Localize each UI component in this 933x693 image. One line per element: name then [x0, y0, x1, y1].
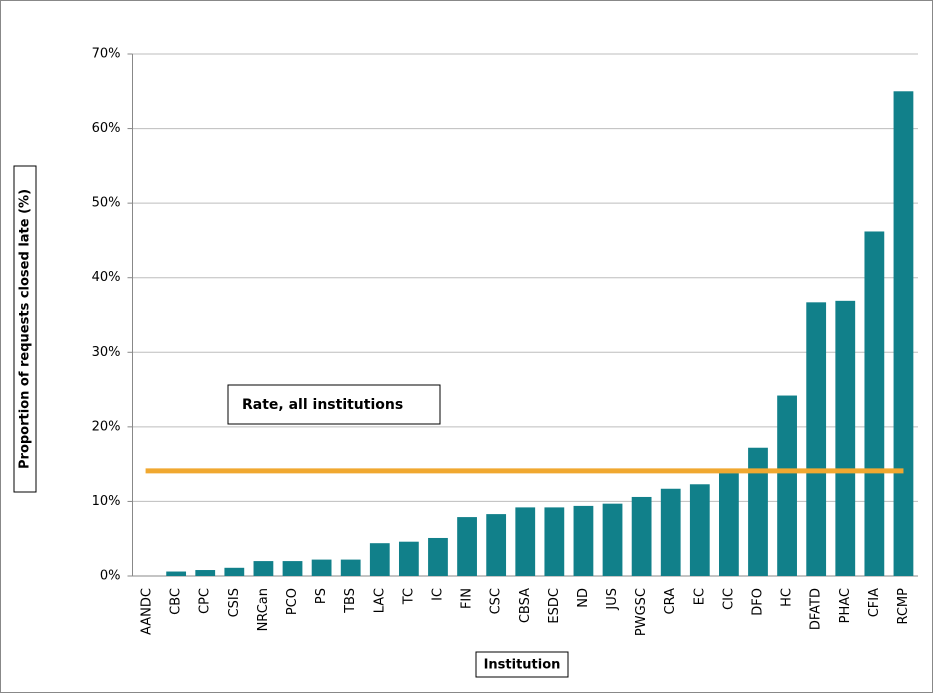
annotation-box — [227, 384, 441, 425]
x-tick-label: DFATD — [809, 588, 824, 630]
x-axis-title: Institution — [484, 658, 561, 673]
bar — [660, 488, 681, 576]
y-axis-title: Proportion of requests closed late (%) — [18, 189, 33, 469]
x-tick-label: AANDC — [140, 588, 155, 635]
y-tick-label: 50% — [92, 196, 121, 211]
bar — [253, 561, 274, 576]
x-tick-label: TBS — [343, 588, 358, 614]
bar — [719, 473, 739, 576]
x-tick-label: PS — [314, 588, 329, 604]
bar — [806, 302, 827, 576]
bar — [602, 503, 623, 576]
x-tick-label: PCO — [285, 588, 300, 615]
bar — [835, 300, 856, 576]
x-tick-label: EC — [692, 588, 707, 605]
bar — [398, 541, 419, 576]
x-tick-label: CIC — [721, 588, 736, 610]
x-tick-label: LAC — [372, 588, 387, 613]
bar — [748, 447, 768, 576]
bar — [544, 507, 565, 576]
x-tick-label: CFIA — [867, 588, 882, 617]
bar — [631, 496, 652, 576]
bar — [486, 514, 507, 576]
bar — [224, 567, 245, 576]
bar — [195, 570, 216, 576]
bar — [340, 559, 361, 576]
y-tick-label: 0% — [100, 569, 121, 584]
y-tick-label: 30% — [92, 345, 121, 360]
x-tick-label: PHAC — [838, 588, 853, 623]
annotation: Rate, all institutions — [242, 397, 403, 413]
bar — [166, 571, 187, 576]
y-tick-label: 10% — [92, 494, 121, 509]
x-tick-label: ND — [576, 588, 591, 608]
bar — [457, 517, 477, 576]
x-tick-label: CBC — [169, 588, 184, 615]
bar — [893, 91, 914, 577]
y-tick-label: 60% — [92, 121, 121, 136]
x-tick-label: NRCan — [256, 588, 271, 631]
x-tick-label: JUS — [605, 588, 620, 611]
x-tick-label: TC — [401, 588, 416, 605]
x-tick-label: CBSA — [518, 588, 533, 623]
y-tick-label: 40% — [92, 270, 121, 285]
bar — [282, 561, 303, 576]
x-tick-label: CSIS — [227, 588, 242, 617]
y-title-box — [13, 165, 37, 493]
x-tick-label: FIN — [460, 588, 475, 609]
x-tick-label: CSC — [489, 588, 504, 614]
bar — [428, 537, 448, 576]
bar — [573, 505, 594, 576]
bar — [689, 484, 710, 576]
x-tick-label: CPC — [198, 588, 213, 614]
x-tick-label: RCMP — [896, 588, 911, 625]
x-tick-label: IC — [430, 588, 445, 601]
y-tick-label: 70% — [92, 47, 121, 62]
y-tick-label: 20% — [92, 419, 121, 434]
bar — [311, 559, 332, 576]
x-tick-label: PWGSC — [634, 588, 649, 636]
x-tick-label: ESDC — [547, 588, 562, 624]
x-title-box — [475, 651, 569, 678]
x-tick-label: DFO — [750, 588, 765, 616]
bar — [777, 395, 797, 576]
bar — [515, 507, 536, 576]
bar — [369, 543, 390, 576]
x-tick-label: CRA — [663, 588, 678, 615]
bar — [864, 231, 885, 577]
x-tick-label: HC — [780, 588, 795, 607]
